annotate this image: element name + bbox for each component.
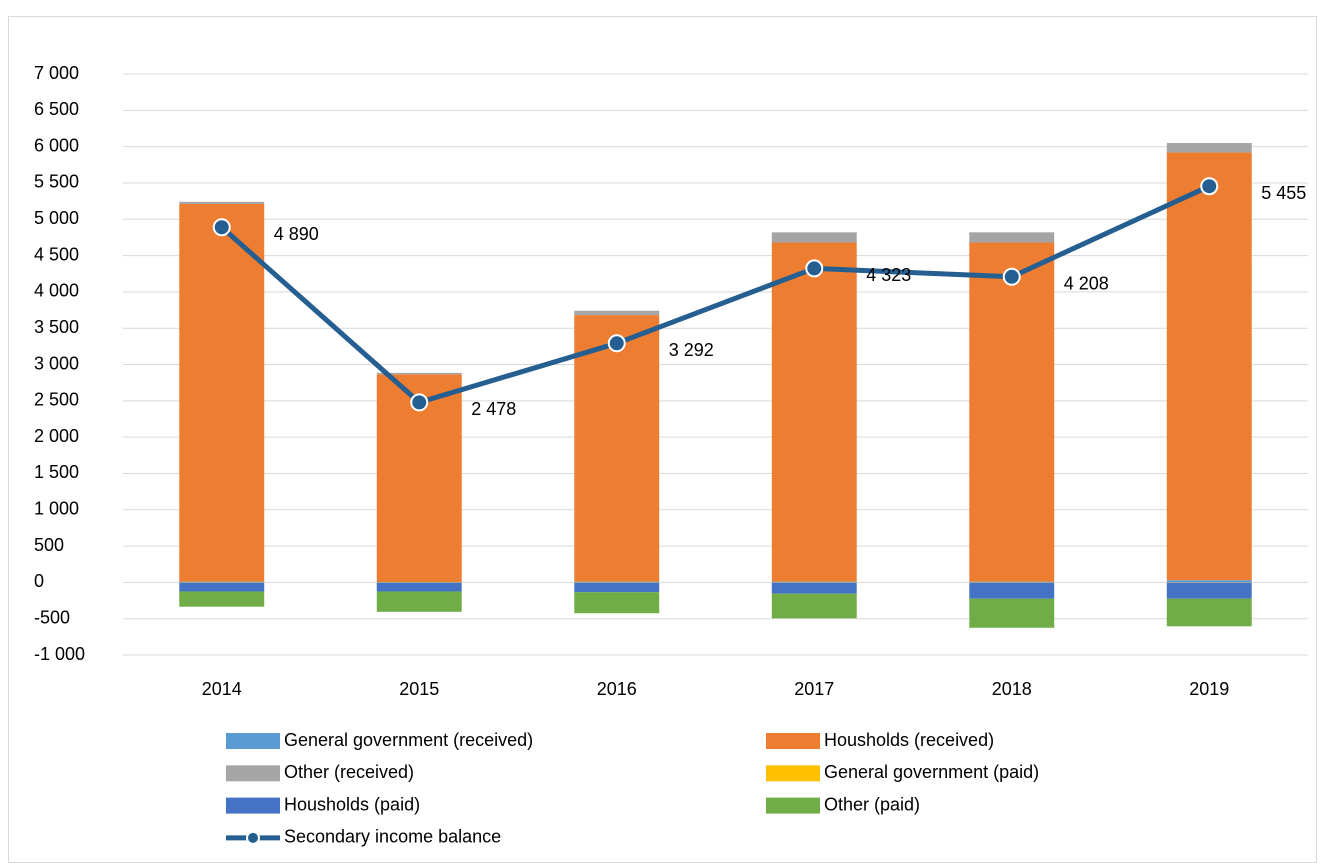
legend-swatch	[226, 797, 280, 814]
legend-label: Housholds (received)	[824, 730, 994, 750]
y-tick-label: 2 500	[34, 390, 79, 410]
line-marker	[607, 334, 626, 353]
bar-segment	[1166, 580, 1252, 583]
legend-marker	[246, 830, 260, 845]
legend-label: General government (paid)	[824, 762, 1039, 782]
legend-swatch	[226, 733, 280, 749]
bar-segment	[969, 242, 1055, 582]
line-marker	[1200, 177, 1219, 196]
bar-segment	[969, 581, 1055, 583]
bar-segment	[1166, 152, 1252, 581]
y-tick-label: 4 500	[34, 244, 79, 264]
bar-segment	[574, 310, 660, 316]
bar-segment	[574, 581, 660, 583]
legend-swatch	[766, 733, 820, 749]
x-tick-label: 2014	[202, 679, 242, 699]
bar-segment	[771, 581, 857, 583]
legend-label: Housholds (paid)	[284, 794, 420, 814]
bar-segment	[1166, 598, 1252, 627]
y-tick-label: 6 500	[34, 99, 79, 119]
line-marker	[805, 259, 824, 278]
data-label: 4 890	[274, 224, 319, 244]
bar-segment	[1166, 582, 1252, 599]
legend-label: Secondary income balance	[284, 827, 501, 847]
bar-segment	[574, 592, 660, 614]
x-tick-label: 2019	[1189, 679, 1229, 699]
bar-segment	[179, 203, 265, 582]
bar-segment	[376, 372, 462, 375]
line-marker	[212, 218, 231, 237]
y-tick-label: -500	[34, 607, 70, 627]
y-tick-label: 500	[34, 535, 64, 555]
data-label: 3 292	[669, 340, 714, 360]
bar-segment	[376, 591, 462, 612]
y-tick-label: 3 000	[34, 353, 79, 373]
x-tick-label: 2018	[992, 679, 1032, 699]
legend-label: General government (received)	[284, 730, 533, 750]
bar-segment	[179, 201, 265, 204]
y-tick-label: 1 000	[34, 499, 79, 519]
x-tick-label: 2015	[399, 679, 439, 699]
y-tick-label: 4 000	[34, 281, 79, 301]
y-tick-label: 5 500	[34, 172, 79, 192]
bar-segment	[179, 581, 265, 583]
y-tick-label: -1 000	[34, 644, 85, 664]
data-label: 4 208	[1064, 274, 1109, 294]
bar-segment	[179, 591, 265, 607]
y-tick-label: 0	[34, 571, 44, 591]
data-label: 4 323	[866, 265, 911, 285]
y-tick-label: 7 000	[34, 63, 79, 83]
x-tick-label: 2016	[597, 679, 637, 699]
y-tick-label: 3 500	[34, 317, 79, 337]
y-tick-label: 2 000	[34, 426, 79, 446]
legend-label: Other (received)	[284, 762, 414, 782]
bar-segment	[376, 582, 462, 592]
legend-swatch	[226, 765, 280, 782]
legend-swatch	[766, 797, 820, 814]
bar-segment	[771, 582, 857, 594]
line-marker	[1002, 267, 1021, 286]
line-series	[220, 183, 1211, 405]
y-tick-label: 1 500	[34, 462, 79, 482]
bar-segment	[771, 242, 857, 582]
data-label: 5 455	[1261, 183, 1306, 203]
x-tick-label: 2017	[794, 679, 834, 699]
bar-segment	[969, 582, 1055, 599]
y-tick-label: 6 000	[34, 135, 79, 155]
bar-segment	[771, 593, 857, 619]
line-marker	[410, 393, 429, 412]
legend-label: Other (paid)	[824, 794, 920, 814]
data-label: 2 478	[471, 399, 516, 419]
bar-segment	[574, 315, 660, 582]
y-tick-label: 5 000	[34, 208, 79, 228]
legend-swatch	[766, 765, 820, 782]
bar-segment	[1166, 142, 1252, 153]
bar-segment	[179, 582, 265, 592]
bar-segment	[969, 598, 1055, 628]
bar-segment	[574, 582, 660, 593]
bar-segment	[969, 232, 1055, 243]
bar-segment	[771, 232, 857, 243]
